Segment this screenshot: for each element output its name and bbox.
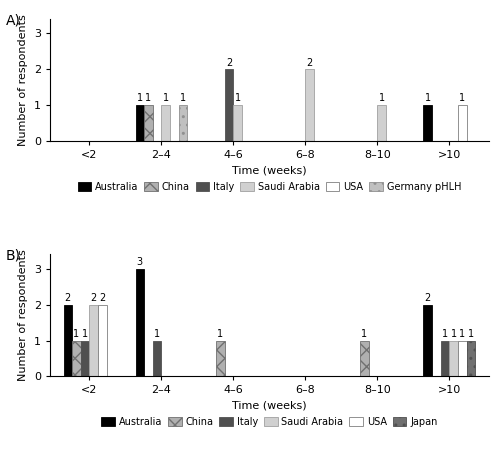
Bar <box>440 340 450 376</box>
Bar <box>64 305 72 376</box>
Bar <box>466 340 475 376</box>
Bar <box>424 105 432 141</box>
X-axis label: Time (weeks): Time (weeks) <box>232 166 306 176</box>
Bar <box>458 340 466 376</box>
Bar <box>136 269 144 376</box>
Legend: Australia, China, Italy, Saudi Arabia, USA, Japan: Australia, China, Italy, Saudi Arabia, U… <box>100 415 439 429</box>
Bar <box>144 105 153 141</box>
Y-axis label: Number of respondents: Number of respondents <box>18 14 28 146</box>
Text: 2: 2 <box>306 58 313 68</box>
Text: 1: 1 <box>180 93 186 104</box>
Bar <box>98 305 106 376</box>
Text: A): A) <box>6 13 21 27</box>
Legend: Australia, China, Italy, Saudi Arabia, USA, Germany pHLH: Australia, China, Italy, Saudi Arabia, U… <box>76 180 463 194</box>
Bar <box>153 340 162 376</box>
Bar <box>234 105 242 141</box>
Text: 1: 1 <box>218 329 224 339</box>
Text: 1: 1 <box>459 329 466 339</box>
Text: 1: 1 <box>459 93 466 104</box>
Text: 1: 1 <box>234 93 241 104</box>
Bar <box>81 340 90 376</box>
Text: 1: 1 <box>442 329 448 339</box>
Bar <box>178 105 188 141</box>
Bar <box>216 340 225 376</box>
Text: 1: 1 <box>468 329 474 339</box>
Text: 1: 1 <box>154 329 160 339</box>
Text: 2: 2 <box>64 293 71 303</box>
Text: 1: 1 <box>162 93 169 104</box>
Y-axis label: Number of respondents: Number of respondents <box>18 250 28 381</box>
Text: 2: 2 <box>100 293 105 303</box>
Text: 1: 1 <box>146 93 152 104</box>
X-axis label: Time (weeks): Time (weeks) <box>232 401 306 411</box>
Bar <box>72 340 81 376</box>
Text: 1: 1 <box>450 329 456 339</box>
Text: 1: 1 <box>74 329 80 339</box>
Bar <box>458 105 466 141</box>
Bar <box>424 305 432 376</box>
Text: 2: 2 <box>226 58 232 68</box>
Bar <box>450 340 458 376</box>
Text: 1: 1 <box>82 329 88 339</box>
Text: 1: 1 <box>137 93 143 104</box>
Text: B): B) <box>6 248 21 262</box>
Text: 1: 1 <box>362 329 368 339</box>
Bar <box>162 105 170 141</box>
Bar <box>136 105 144 141</box>
Bar <box>378 105 386 141</box>
Text: 1: 1 <box>424 93 431 104</box>
Text: 3: 3 <box>137 257 143 267</box>
Text: 2: 2 <box>424 293 431 303</box>
Bar <box>306 69 314 141</box>
Bar <box>225 69 234 141</box>
Bar <box>90 305 98 376</box>
Text: 1: 1 <box>378 93 384 104</box>
Bar <box>360 340 368 376</box>
Text: 2: 2 <box>90 293 97 303</box>
